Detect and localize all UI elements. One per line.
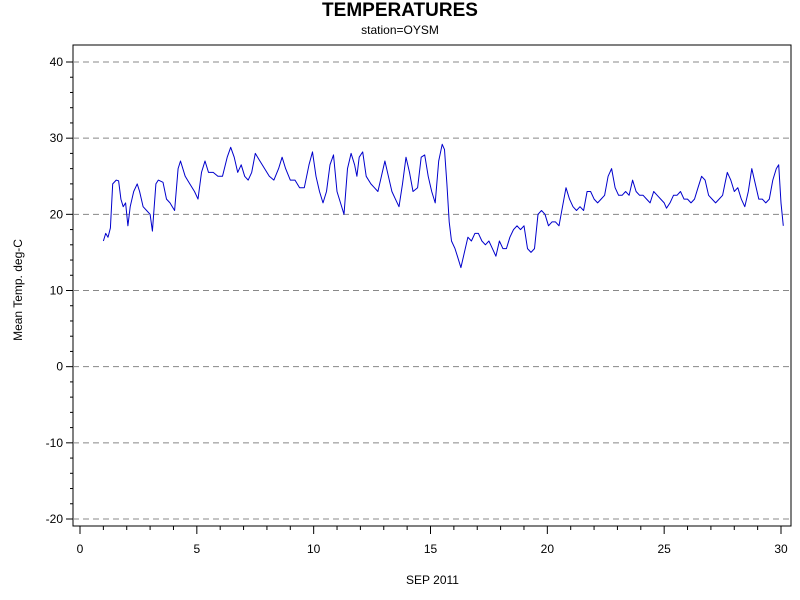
- series-group: [102, 143, 784, 269]
- x-tick-label: 25: [657, 542, 671, 556]
- y-tick-label: -20: [46, 512, 64, 526]
- y-tick-label: 20: [50, 207, 64, 221]
- grid-lines: [73, 61, 791, 520]
- y-tick-label: 30: [50, 131, 64, 145]
- y-tick-label: 0: [56, 360, 63, 374]
- x-tick-label: 20: [541, 542, 555, 556]
- x-tick-label: 0: [77, 542, 84, 556]
- x-tick-label: 30: [774, 542, 788, 556]
- x-axis: 0 5 10 15 20 25 30: [77, 526, 788, 556]
- x-tick-label: 10: [307, 542, 321, 556]
- chart-title: TEMPERATURES: [322, 0, 478, 21]
- y-tick-label: -10: [46, 436, 64, 450]
- x-axis-label: SEP 2011: [406, 573, 459, 587]
- y-axis: -20 -10 0 10 20 30 40: [46, 55, 73, 526]
- x-tick-label: 15: [424, 542, 438, 556]
- temperature-series-line: [102, 143, 784, 269]
- y-tick-label: 10: [50, 284, 64, 298]
- plot-area-frame: [72, 44, 792, 527]
- y-tick-label: 40: [50, 55, 64, 69]
- x-tick-label: 5: [193, 542, 200, 556]
- chart-subtitle: station=OYSM: [361, 23, 439, 37]
